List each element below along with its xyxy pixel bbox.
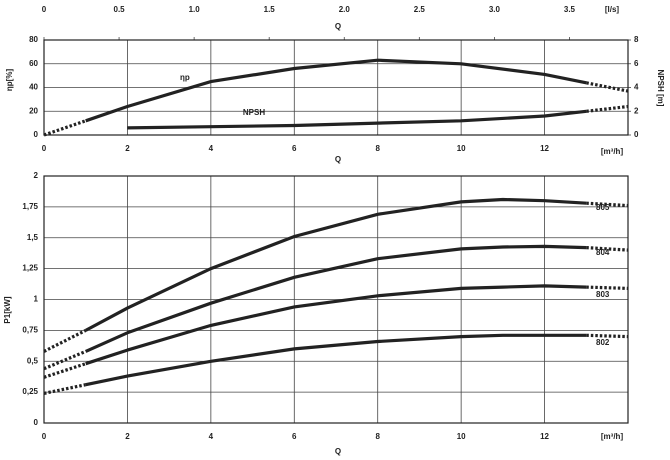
x-top-tick-label: 3.0 <box>489 5 501 14</box>
y2-tick-label: 6 <box>634 59 639 68</box>
y-tick-label: 60 <box>29 59 38 68</box>
x-top-tick-label: 2.5 <box>414 5 426 14</box>
x-tick-label: 2 <box>125 432 130 441</box>
y2-tick-label: 4 <box>634 83 639 92</box>
y2-label: NPSH [m] <box>656 70 665 107</box>
curve-extension <box>586 104 629 113</box>
curve-extension <box>586 333 629 339</box>
curve <box>85 58 587 123</box>
series-label: 803 <box>596 290 610 299</box>
curve <box>127 109 587 130</box>
y-label: ηp[%] <box>5 69 14 92</box>
y-tick-label: 0,75 <box>22 325 38 334</box>
x-tick-label: 4 <box>209 144 214 153</box>
y-tick-label: 1,75 <box>22 202 38 211</box>
y-tick-label: 1,5 <box>27 233 39 242</box>
series-label: ηp <box>180 73 190 82</box>
y-tick-label: 0,5 <box>27 356 39 365</box>
x-tick-label: 12 <box>540 432 549 441</box>
curve-extension <box>43 362 87 379</box>
x-top-tick-label: 2.0 <box>339 5 351 14</box>
x-tick-label: 0 <box>42 144 47 153</box>
x-tick-label: 4 <box>209 432 214 441</box>
x-tick-label: 10 <box>457 144 466 153</box>
x-tick-label: 6 <box>292 432 297 441</box>
y2-tick-label: 0 <box>634 130 639 139</box>
x-tick-label: 12 <box>540 144 549 153</box>
series-label: NPSH <box>243 108 265 117</box>
x-top-tick-label: 1.5 <box>264 5 276 14</box>
x-top-unit: [l/s] <box>605 5 620 14</box>
y-tick-label: 20 <box>29 106 38 115</box>
x-unit: [m³/h] <box>601 147 624 156</box>
x-label: Q <box>335 447 341 456</box>
y-tick-label: 40 <box>29 83 38 92</box>
x-top-tick-label: 1.0 <box>189 5 201 14</box>
x-top-tick-label: 0 <box>42 5 47 14</box>
y-tick-label: 0 <box>34 418 39 427</box>
x-top-tick-label: 3.5 <box>564 5 576 14</box>
y2-tick-label: 2 <box>634 106 639 115</box>
x-tick-label: 2 <box>125 144 130 153</box>
series-label: 804 <box>596 248 610 257</box>
plot-frame <box>43 39 629 136</box>
curve <box>85 284 587 366</box>
y2-tick-label: 8 <box>634 35 639 44</box>
curve <box>85 244 587 353</box>
curve <box>84 197 587 332</box>
curve-extension <box>43 349 87 371</box>
x-tick-label: 8 <box>375 144 380 153</box>
x-tick-label: 8 <box>375 432 380 441</box>
x-tick-label: 10 <box>457 432 466 441</box>
x-top-tick-label: 0.5 <box>114 5 126 14</box>
curve-extension <box>585 81 629 93</box>
y-label: P1[kW] <box>3 296 12 323</box>
curve-extension <box>586 201 629 208</box>
curve-extension <box>586 285 629 290</box>
series-label: 802 <box>596 338 610 347</box>
y-tick-label: 0,25 <box>22 387 38 396</box>
curve-extension <box>586 246 629 252</box>
curve-extension <box>43 119 87 137</box>
x-label: Q <box>335 155 341 164</box>
y-tick-label: 80 <box>29 35 38 44</box>
y-tick-label: 1 <box>34 295 39 304</box>
y-tick-label: 1,25 <box>22 264 38 273</box>
series-label: 805 <box>596 203 610 212</box>
plot-frame <box>43 175 629 424</box>
x-tick-label: 0 <box>42 432 47 441</box>
curve <box>85 333 587 387</box>
y-tick-label: 2 <box>34 171 39 180</box>
y-tick-label: 0 <box>34 130 39 139</box>
x-tick-label: 6 <box>292 144 297 153</box>
curve-extension <box>43 328 87 353</box>
x-top-label: Q <box>335 22 341 31</box>
x-unit: [m³/h] <box>601 432 624 441</box>
